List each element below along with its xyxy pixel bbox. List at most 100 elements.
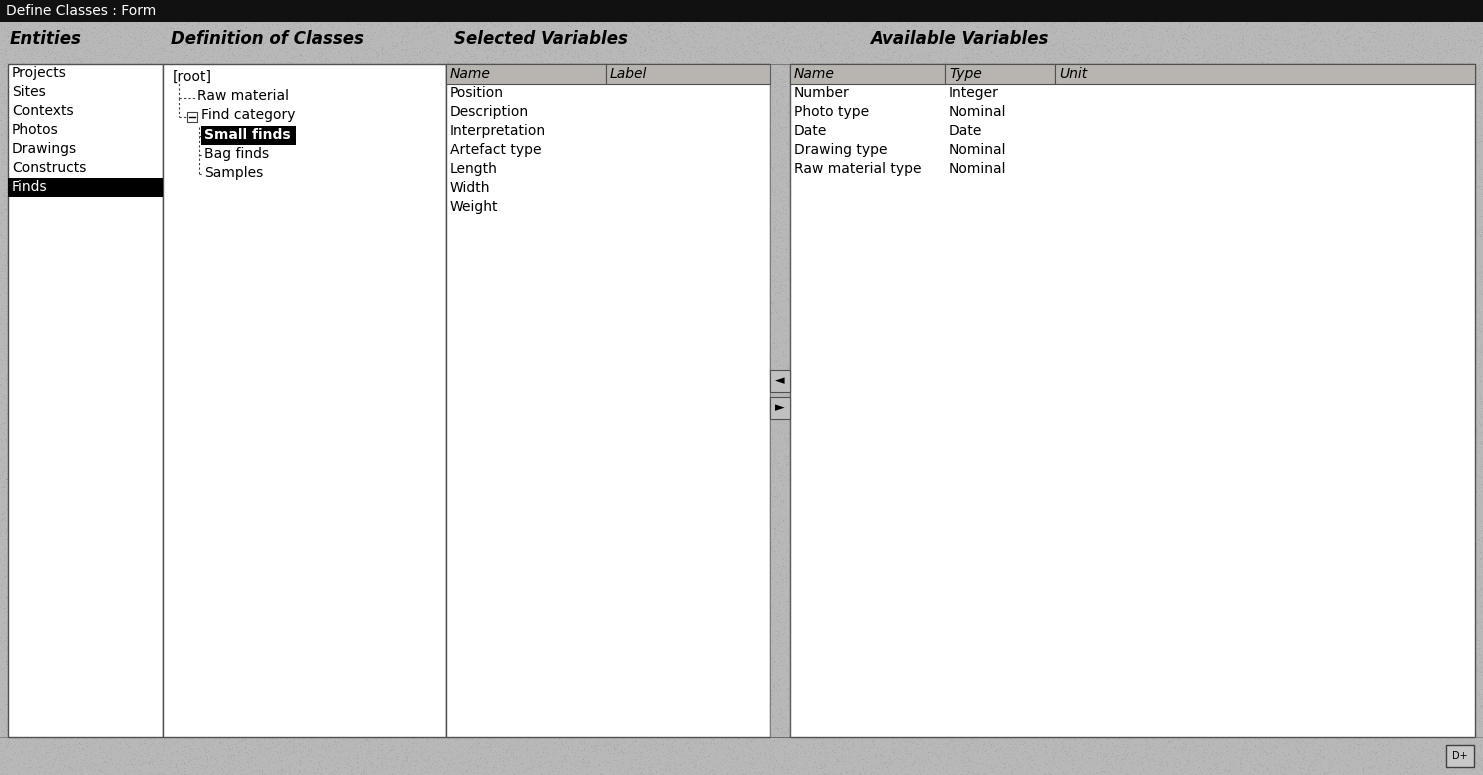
Point: [694, 585, 718, 598]
Point: [752, 729, 776, 742]
Point: [684, 15, 707, 27]
Point: [297, 20, 320, 33]
Point: [162, 175, 185, 188]
Point: [58, 213, 82, 226]
Point: [1083, 291, 1106, 303]
Point: [742, 27, 765, 40]
Point: [912, 235, 936, 247]
Point: [770, 744, 793, 756]
Point: [550, 512, 574, 525]
Point: [448, 552, 472, 564]
Point: [722, 620, 746, 632]
Point: [1189, 341, 1213, 353]
Point: [736, 670, 759, 683]
Point: [1056, 521, 1080, 533]
Point: [62, 360, 86, 373]
Point: [742, 338, 765, 350]
Point: [472, 315, 495, 327]
Point: [1078, 586, 1102, 598]
Point: [1148, 591, 1172, 604]
Point: [1412, 172, 1436, 184]
Point: [188, 319, 212, 331]
Point: [390, 560, 414, 573]
Point: [1124, 177, 1148, 189]
Point: [521, 684, 544, 697]
Point: [322, 544, 346, 556]
Point: [369, 437, 393, 450]
Point: [90, 298, 114, 310]
Point: [371, 43, 394, 56]
Point: [280, 731, 304, 743]
Point: [1266, 768, 1290, 775]
Point: [389, 168, 412, 181]
Point: [497, 183, 521, 195]
Point: [759, 26, 783, 39]
Point: [224, 752, 248, 764]
Point: [1010, 34, 1034, 46]
Point: [1403, 755, 1427, 767]
Point: [690, 519, 713, 532]
Point: [1152, 735, 1176, 748]
Point: [1222, 484, 1246, 497]
Point: [793, 673, 817, 686]
Point: [604, 312, 627, 325]
Point: [369, 592, 393, 604]
Point: [420, 326, 443, 339]
Point: [1425, 621, 1449, 633]
Point: [555, 541, 578, 553]
Point: [142, 449, 166, 461]
Point: [804, 578, 828, 591]
Point: [693, 745, 716, 757]
Point: [1410, 598, 1434, 611]
Point: [1272, 305, 1296, 317]
Point: [828, 139, 851, 151]
Point: [888, 191, 912, 204]
Point: [1093, 50, 1117, 63]
Point: [1428, 2, 1452, 15]
Point: [384, 493, 408, 505]
Point: [314, 51, 338, 64]
Point: [983, 29, 1007, 42]
Point: [1106, 146, 1130, 159]
Point: [882, 519, 906, 532]
Point: [71, 22, 95, 34]
Point: [607, 693, 630, 705]
Point: [436, 136, 460, 148]
Point: [787, 167, 811, 179]
Point: [1229, 394, 1253, 407]
Point: [1321, 271, 1345, 284]
Point: [761, 745, 785, 757]
Point: [1237, 455, 1261, 467]
Point: [18, 483, 42, 495]
Point: [141, 732, 165, 745]
Point: [102, 476, 126, 488]
Point: [758, 60, 782, 72]
Point: [276, 464, 300, 477]
Point: [1311, 215, 1335, 228]
Point: [43, 363, 67, 376]
Point: [408, 574, 432, 587]
Point: [703, 300, 727, 312]
Point: [1301, 223, 1324, 236]
Point: [884, 625, 908, 637]
Point: [1298, 22, 1321, 34]
Point: [47, 655, 71, 667]
Point: [316, 336, 340, 349]
Point: [1225, 107, 1249, 119]
Point: [725, 252, 749, 264]
Point: [40, 127, 64, 140]
Point: [847, 711, 871, 723]
Point: [1390, 255, 1413, 267]
Point: [271, 481, 295, 494]
Point: [836, 592, 860, 604]
Point: [393, 601, 417, 614]
Point: [1452, 433, 1476, 446]
Point: [995, 156, 1019, 168]
Point: [294, 613, 317, 625]
Point: [850, 178, 873, 191]
Point: [768, 7, 792, 19]
Point: [531, 626, 555, 639]
Point: [1321, 503, 1345, 515]
Point: [354, 637, 378, 649]
Point: [586, 578, 610, 591]
